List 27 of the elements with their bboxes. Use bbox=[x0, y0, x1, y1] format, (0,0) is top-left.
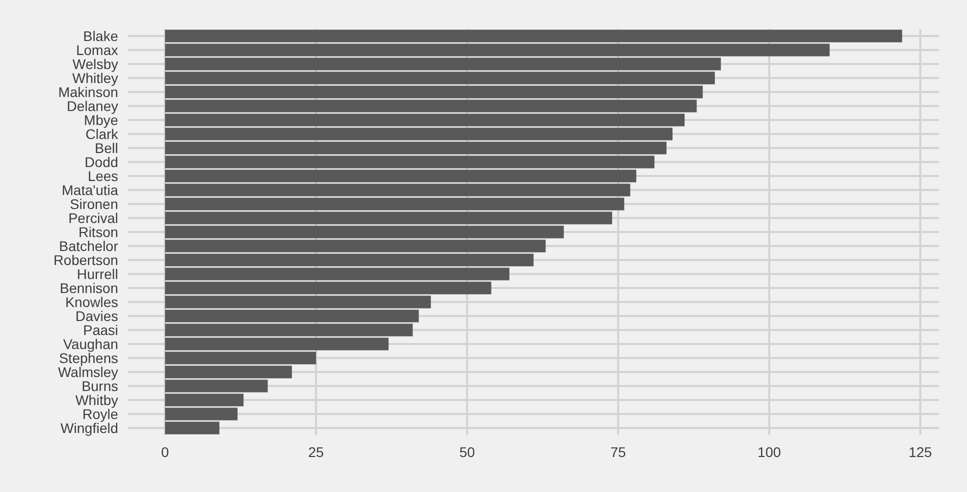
x-tick-label: 100 bbox=[758, 444, 782, 460]
y-tick-label: Batchelor bbox=[59, 238, 118, 254]
y-tick-label: Welsby bbox=[72, 56, 118, 72]
y-tick-label: Knowles bbox=[65, 294, 118, 310]
y-tick-label: Percival bbox=[68, 210, 118, 226]
x-tick-label: 125 bbox=[908, 444, 932, 460]
y-tick-label: Davies bbox=[75, 308, 118, 324]
x-tick-label: 50 bbox=[459, 444, 476, 460]
y-tick-label: Bell bbox=[94, 140, 118, 156]
x-tick-label: 25 bbox=[308, 444, 324, 460]
x-tick-label: 75 bbox=[610, 444, 626, 460]
y-tick-label: Walmsley bbox=[58, 364, 118, 380]
y-tick-label: Sironen bbox=[70, 196, 118, 212]
y-tick-label: Lees bbox=[88, 168, 118, 184]
y-tick-label: Robertson bbox=[54, 252, 118, 268]
y-tick-label: Ritson bbox=[78, 224, 118, 240]
y-tick-label: Vaughan bbox=[63, 336, 118, 352]
y-tick-label: Blake bbox=[83, 28, 118, 44]
x-tick-label: 0 bbox=[161, 444, 170, 460]
y-tick-label: Paasi bbox=[83, 322, 118, 338]
y-tick-label: Whitby bbox=[75, 392, 118, 408]
y-tick-label: Delaney bbox=[66, 98, 118, 114]
y-tick-label: Bennison bbox=[60, 280, 118, 296]
y-tick-label: Lomax bbox=[76, 42, 118, 58]
y-tick-label: Hurrell bbox=[76, 266, 118, 282]
y-tick-label: Mata'utia bbox=[62, 182, 118, 198]
y-tick-label: Dodd bbox=[84, 154, 118, 170]
